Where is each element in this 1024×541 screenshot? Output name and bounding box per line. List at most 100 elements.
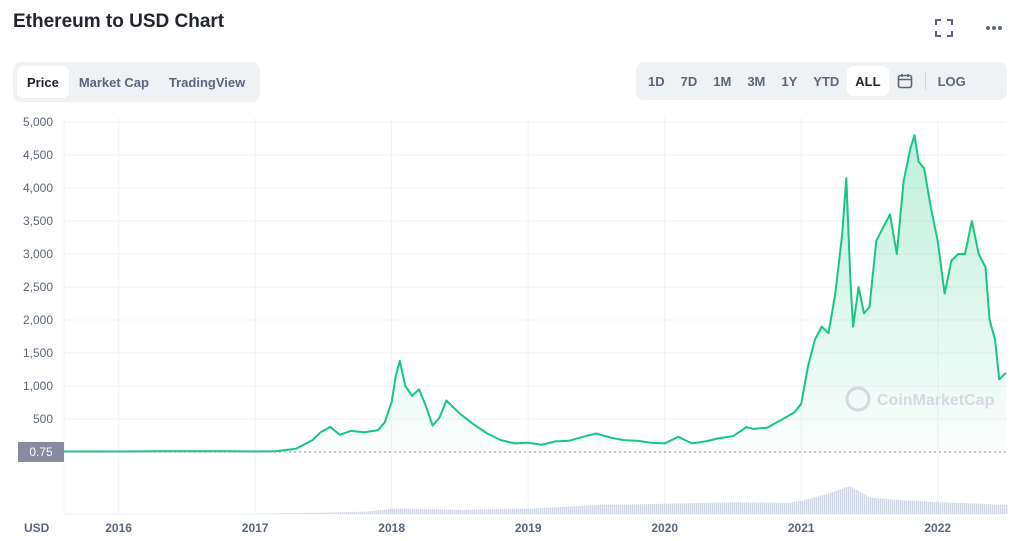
volume-bar — [904, 500, 906, 514]
volume-bar — [564, 506, 566, 514]
volume-bar — [604, 504, 606, 514]
volume-bar — [938, 502, 940, 514]
volume-bar — [952, 502, 954, 514]
volume-bar — [936, 502, 938, 514]
volume-bar — [758, 502, 760, 514]
volume-bar — [718, 502, 720, 514]
volume-bar — [980, 503, 982, 514]
volume-bar — [328, 512, 330, 514]
volume-bar — [992, 504, 994, 514]
volume-bar — [872, 497, 874, 514]
volume-bar — [878, 498, 880, 514]
volume-bar — [680, 503, 682, 514]
volume-bar — [324, 512, 326, 514]
volume-bar — [682, 503, 684, 514]
volume-bar — [436, 509, 438, 514]
calendar-icon[interactable] — [889, 66, 921, 96]
volume-bar — [298, 513, 300, 514]
volume-bar — [1002, 504, 1004, 514]
volume-bar — [440, 509, 442, 514]
page-title: Ethereum to USD Chart — [13, 11, 225, 32]
volume-bar — [922, 501, 924, 514]
watermark: CoinMarketCap — [845, 386, 995, 412]
volume-bar — [746, 502, 748, 514]
volume-bar — [628, 504, 630, 514]
volume-bar — [822, 495, 824, 514]
volume-bar — [864, 494, 866, 514]
volume-bar — [384, 509, 386, 514]
log-toggle-button[interactable]: LOG — [937, 73, 966, 89]
volume-bar — [710, 502, 712, 514]
volume-bar — [700, 502, 702, 514]
volume-bar — [788, 502, 790, 514]
volume-bar — [852, 487, 854, 514]
volume-bar — [782, 502, 784, 514]
volume-bar — [928, 501, 930, 514]
volume-bar — [792, 502, 794, 514]
volume-bar — [740, 502, 742, 514]
volume-bar — [720, 502, 722, 514]
volume-bar — [716, 502, 718, 514]
range-ytd[interactable]: YTD — [813, 73, 840, 89]
volume-bar — [532, 508, 534, 514]
volume-bar — [708, 502, 710, 514]
y-tick-label: 1,000 — [23, 379, 53, 393]
x-tick-label: 2019 — [515, 521, 542, 535]
volume-bar — [550, 507, 552, 514]
volume-bar — [724, 502, 726, 514]
volume-bar — [1000, 504, 1002, 514]
volume-bar — [958, 502, 960, 514]
volume-bar — [396, 508, 398, 514]
x-tick-label: 2018 — [378, 521, 405, 535]
volume-bar — [962, 503, 964, 514]
volume-bar — [978, 503, 980, 514]
range-1y[interactable]: 1Y — [781, 73, 798, 89]
volume-bar — [694, 503, 696, 514]
more-icon[interactable] — [982, 16, 1006, 40]
range-all[interactable]: ALL — [847, 66, 889, 96]
volume-bar — [926, 501, 928, 514]
volume-bar — [270, 513, 272, 514]
volume-bar — [474, 509, 476, 514]
volume-bar — [424, 509, 426, 514]
volume-bar — [738, 502, 740, 514]
volume-bar — [892, 499, 894, 514]
volume-bar — [514, 508, 516, 514]
volume-bar — [826, 494, 828, 514]
volume-bar — [464, 509, 466, 514]
volume-bar — [456, 509, 458, 514]
range-1d[interactable]: 1D — [648, 73, 665, 89]
volume-bar — [638, 504, 640, 514]
tab-price[interactable]: Price — [17, 66, 69, 98]
volume-bar — [990, 504, 992, 514]
volume-bar — [648, 504, 650, 514]
range-1m[interactable]: 1M — [713, 73, 732, 89]
tab-market-cap[interactable]: Market Cap — [78, 74, 149, 90]
y-tick-label: 3,000 — [23, 247, 53, 261]
fullscreen-icon[interactable] — [932, 16, 956, 40]
volume-bar — [508, 509, 510, 514]
tab-tradingview[interactable]: TradingView — [168, 74, 246, 90]
range-3m[interactable]: 3M — [747, 73, 766, 89]
volume-bar — [858, 491, 860, 514]
volume-bar — [860, 492, 862, 514]
volume-bar — [546, 507, 548, 514]
x-tick-label: 2016 — [105, 521, 132, 535]
volume-bar — [432, 509, 434, 514]
volume-bar — [542, 507, 544, 514]
volume-bar — [1004, 505, 1006, 514]
volume-bar — [814, 497, 816, 514]
volume-bar — [350, 511, 352, 514]
volume-bar — [918, 501, 920, 514]
volume-bar — [982, 503, 984, 514]
volume-bar — [798, 501, 800, 514]
volume-bar — [296, 513, 298, 514]
range-7d[interactable]: 7D — [680, 73, 698, 89]
volume-bar — [652, 503, 654, 514]
volume-bars — [256, 486, 1008, 514]
volume-bar — [868, 496, 870, 514]
volume-bar — [438, 509, 440, 514]
volume-bar — [816, 496, 818, 514]
volume-bar — [346, 512, 348, 514]
price-tag-label: 0.75 — [29, 445, 53, 459]
